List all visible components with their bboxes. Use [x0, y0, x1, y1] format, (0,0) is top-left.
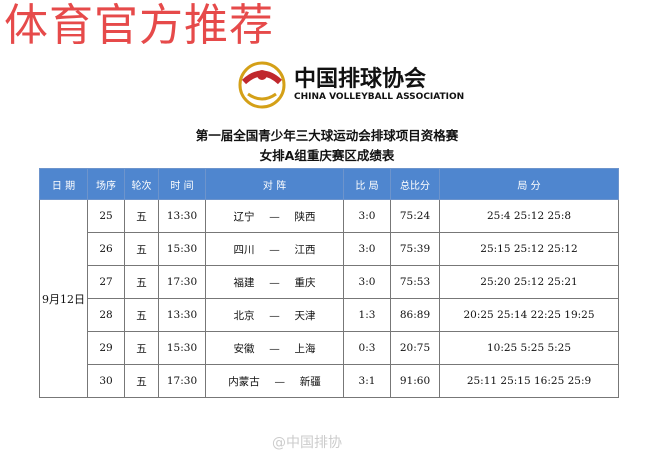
total-points: 86:89: [390, 298, 440, 332]
round: 五: [124, 331, 159, 365]
table-row: 9月12日 25 五 13:30 辽宁 — 陕西 3:0 75:24 25:4 25:12 25:…: [39, 199, 619, 398]
total-points: 91:60: [390, 364, 440, 398]
match-number: 29: [87, 331, 125, 365]
column-header: 比 局: [343, 168, 391, 200]
set-score: 3:1: [343, 364, 391, 398]
matchup: 福建 — 重庆: [205, 265, 344, 299]
match-number: 25: [87, 199, 125, 233]
dash: —: [269, 342, 280, 355]
away-team: 上海: [294, 342, 316, 355]
set-points: 25:11 25:15 16:25 25:9: [439, 364, 619, 398]
total-points: 20:75: [390, 331, 440, 365]
dash: —: [269, 309, 280, 322]
dash: —: [269, 210, 280, 223]
home-team: 北京: [233, 309, 255, 322]
date-cell: 9月12日: [39, 199, 88, 398]
doc-subtitle: 女排A组重庆赛区成绩表: [259, 148, 395, 163]
away-team: 新疆: [299, 375, 321, 388]
time: 17:30: [158, 364, 206, 398]
away-team: 天津: [294, 309, 316, 322]
watermark-text: 体育官方推荐: [4, 0, 274, 51]
matchup: 北京 — 天津: [205, 298, 344, 332]
set-score: 1:3: [343, 298, 391, 332]
home-team: 安徽: [233, 342, 255, 355]
total-points: 75:39: [390, 232, 440, 266]
column-header: 轮次: [124, 168, 159, 200]
matchup: 辽宁 — 陕西: [205, 199, 344, 233]
away-team: 江西: [294, 243, 316, 256]
match-number: 28: [87, 298, 125, 332]
logo-cn: 中国排球协会: [294, 67, 427, 92]
table-row: 26 五 15:30 四川 — 江西 3:0 75:39 25:15 25:12 25:12: [40, 232, 619, 266]
match-number: 30: [87, 364, 125, 398]
logo: 中国排球协会 CHINA VOLLEYBALL ASSOCIATION: [236, 60, 464, 110]
set-points: 25:15 25:12 25:12: [439, 232, 619, 266]
table-row: 27 五 17:30 福建 — 重庆 3:0 75:53 25:20 25:12 25:21: [40, 265, 619, 299]
time: 13:30: [158, 199, 206, 233]
away-team: 重庆: [294, 276, 316, 289]
round: 五: [124, 199, 159, 233]
column-header: 场序: [87, 168, 125, 200]
home-team: 辽宁: [233, 210, 255, 223]
set-points: 20:25 25:14 22:25 19:25: [439, 298, 619, 332]
dash: —: [269, 276, 280, 289]
set-score: 3:0: [343, 232, 391, 266]
matchup: 内蒙古 — 新疆: [205, 364, 344, 398]
away-team: 陕西: [294, 210, 316, 223]
dash: —: [269, 243, 280, 256]
time: 15:30: [158, 331, 206, 365]
set-score: 0:3: [343, 331, 391, 365]
matchup: 安徽 — 上海: [205, 331, 344, 365]
set-score: 3:0: [343, 265, 391, 299]
weibo-watermark: @中国排协: [272, 435, 342, 451]
dash: —: [274, 375, 286, 388]
match-number: 26: [87, 232, 125, 266]
column-header: 总比分: [390, 168, 440, 200]
logo-en: CHINA VOLLEYBALL ASSOCIATION: [294, 92, 465, 102]
column-header: 日 期: [39, 168, 88, 200]
table-row: 30 五 17:30 内蒙古 — 新疆 3:1 91:60 25:11 25:15 16:25 …: [40, 364, 619, 398]
total-points: 75:24: [390, 199, 440, 233]
column-header: 时 间: [158, 168, 206, 200]
home-team: 内蒙古: [228, 375, 260, 388]
set-points: 10:25 5:25 5:25: [439, 331, 619, 365]
set-points: 25:20 25:12 25:21: [439, 265, 619, 299]
column-header: 局 分: [439, 168, 619, 200]
volleyball-logo-icon: [238, 61, 286, 109]
match-number: 27: [87, 265, 125, 299]
table-row: 29 五 15:30 安徽 — 上海 0:3 20:75 10:25 5:25 5:25: [40, 331, 619, 365]
time: 13:30: [158, 298, 206, 332]
set-points: 25:4 25:12 25:8: [439, 199, 619, 233]
home-team: 福建: [233, 276, 255, 289]
round: 五: [124, 298, 159, 332]
set-score: 3:0: [343, 199, 391, 233]
matchup: 四川 — 江西: [205, 232, 344, 266]
round: 五: [124, 364, 159, 398]
doc-title: 第一届全国青少年三大球运动会排球项目资格赛: [195, 128, 459, 143]
home-team: 四川: [233, 243, 255, 256]
time: 17:30: [158, 265, 206, 299]
round: 五: [124, 232, 159, 266]
round: 五: [124, 265, 159, 299]
header-row: 日 期场序 轮次时 间对 阵比 局总比分局 分: [39, 168, 619, 200]
time: 15:30: [158, 232, 206, 266]
results-table: 日 期场序 轮次时 间对 阵比 局总比分局 分 9月12日 25 五 13:30 辽宁 — 陕…: [39, 168, 619, 398]
column-header: 对 阵: [205, 168, 344, 200]
table-row: 28 五 13:30 北京 — 天津 1:3 86:89 20:25 25:14 22:25 1…: [40, 298, 619, 332]
total-points: 75:53: [390, 265, 440, 299]
